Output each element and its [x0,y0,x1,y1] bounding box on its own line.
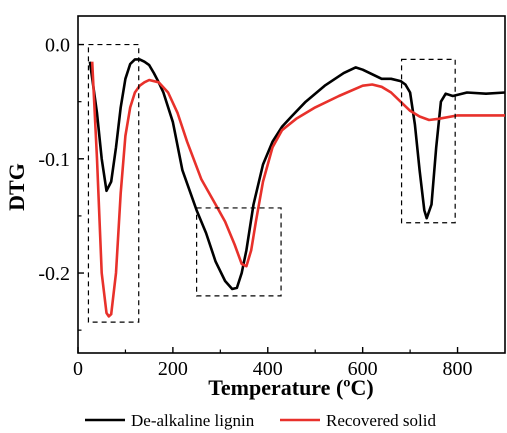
plot-area: 0 200 400 600 800 0.0 -0.1 -0.2 [38,15,506,380]
series-layer [88,58,506,318]
series-line-de-alkaline-lignin [88,58,506,291]
x-tick-label: 800 [443,358,473,380]
dashed-box-3 [400,58,456,224]
legend-label-recovered-solid: Recovered solid [326,411,436,430]
x-tick-label: 200 [158,358,188,380]
x-tick-label: 0 [73,358,83,380]
y-axis-title: DTG [4,163,29,211]
legend-label-de-alkaline-lignin: De-alkaline lignin [131,411,255,430]
annotation-layer [87,43,456,323]
dashed-box-1 [87,43,140,323]
legend: De-alkaline lignin Recovered solid [85,411,436,430]
x-tick-label: 600 [348,358,378,380]
y-tick-label: -0.2 [38,263,70,285]
dashed-box-2 [196,207,282,297]
y-tick-label: -0.1 [38,149,70,171]
y-tick-label: 0.0 [45,35,70,57]
series-line-recovered-solid [90,61,505,318]
x-axis-title: Temperature (ºC) [208,375,374,400]
x-tick-label: 400 [253,358,283,380]
axes-frame [77,15,506,354]
tick-layer: 0 200 400 600 800 0.0 -0.1 -0.2 [38,35,472,380]
